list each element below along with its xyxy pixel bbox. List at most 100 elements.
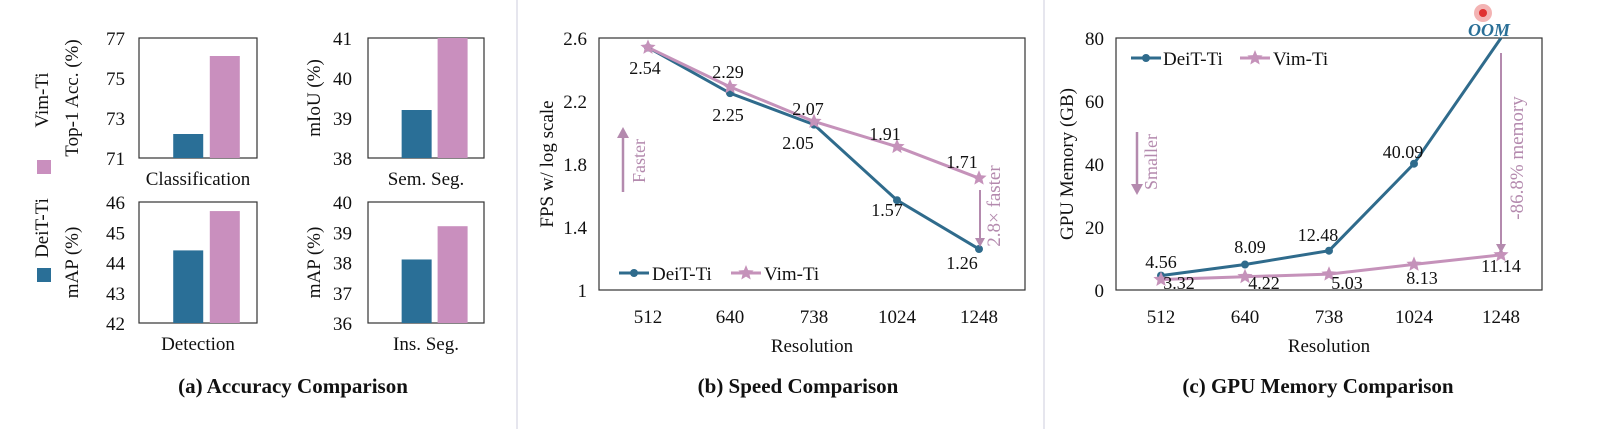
smaller-arrow-head — [1131, 184, 1143, 195]
memory-annotation: -86.8% memory — [1507, 96, 1528, 220]
legend-label-deit: DeiT-Ti — [652, 264, 712, 285]
memory-arrow-head — [1496, 244, 1506, 253]
y-tick-label: 38 — [333, 149, 352, 170]
y-tick-label: 2.6 — [563, 29, 587, 50]
plot-frame — [598, 37, 1026, 291]
x-tick-label: 640 — [716, 307, 745, 328]
data-label-vim-ti: 1.91 — [869, 124, 901, 144]
data-label-deit-ti: 4.56 — [1145, 252, 1177, 272]
point-vim-ti — [640, 39, 656, 54]
ratio-arrow-head — [975, 238, 985, 247]
legend-label-deit: DeiT-Ti — [32, 198, 53, 258]
data-label-deit-ti: 1.26 — [946, 253, 978, 273]
y-axis-label: Top-1 Acc. (%) — [62, 39, 83, 156]
x-tick-label: 640 — [1231, 307, 1260, 328]
point-deit-ti — [893, 196, 901, 205]
y-axis-label: mAP (%) — [62, 227, 83, 299]
y-tick-label: 0 — [1095, 281, 1105, 302]
caption-b: (b) Speed Comparison — [698, 374, 899, 398]
legend-label-vim: Vim-Ti — [764, 264, 819, 285]
y-tick-label: 77 — [106, 29, 125, 50]
x-axis-label: Classification — [146, 169, 251, 190]
y-tick-label: 46 — [106, 193, 125, 214]
x-tick-label: 512 — [634, 307, 663, 328]
data-label-vim-ti: 3.32 — [1163, 273, 1195, 293]
x-axis-label: Resolution — [1288, 336, 1371, 357]
y-tick-label: 40 — [333, 69, 352, 90]
point-vim-ti — [889, 138, 905, 154]
data-label-vim-ti: 8.13 — [1406, 268, 1438, 288]
y-tick-label: 36 — [333, 314, 352, 335]
x-tick-label: 738 — [800, 307, 829, 328]
x-tick-label: 1248 — [960, 307, 998, 328]
legend-swatch-deit — [37, 268, 51, 282]
legend-label-vim: Vim-Ti — [1273, 49, 1328, 70]
legend-label-vim: Vim-Ti — [32, 72, 53, 127]
y-tick-label: 75 — [106, 69, 125, 90]
y-tick-label: 80 — [1085, 29, 1104, 50]
x-tick-label: 738 — [1315, 307, 1344, 328]
y-tick-label: 43 — [106, 284, 125, 305]
legend-marker-vim — [738, 265, 754, 280]
y-tick-label: 1.4 — [563, 218, 587, 239]
y-tick-label: 20 — [1085, 218, 1104, 239]
x-axis-label: Sem. Seg. — [388, 169, 465, 190]
bar-deit-ti — [401, 259, 432, 323]
point-vim-ti — [1321, 266, 1337, 281]
smaller-annotation: Smaller — [1141, 134, 1161, 190]
plot-frame — [1115, 37, 1543, 291]
point-vim-ti — [806, 113, 822, 128]
point-deit-ti — [1325, 246, 1333, 255]
y-axis-label: mAP (%) — [304, 227, 325, 299]
bar-vim-ti — [437, 226, 468, 323]
y-tick-label: 41 — [333, 29, 352, 50]
legend-marker-deit — [630, 269, 638, 277]
y-tick-label: 38 — [333, 254, 352, 275]
x-tick-label: 512 — [1147, 307, 1176, 328]
legend-marker-vim — [1247, 50, 1263, 65]
y-tick-label: 1.8 — [563, 155, 587, 176]
data-label-deit-ti: 2.05 — [782, 133, 814, 153]
faster-arrow-head — [617, 127, 629, 138]
panel-separator-2 — [1043, 0, 1045, 429]
point-deit-ti — [1241, 260, 1249, 269]
bar-deit-ti — [173, 250, 204, 323]
data-label-vim-ti: 1.71 — [946, 152, 978, 172]
legend-label-deit: DeiT-Ti — [1163, 49, 1223, 70]
y-tick-label: 1 — [578, 281, 588, 302]
caption-a: (a) Accuracy Comparison — [178, 374, 408, 398]
data-label-deit-ti: 1.57 — [871, 200, 903, 220]
y-tick-label: 60 — [1085, 92, 1104, 113]
data-label-vim-ti: 2.29 — [712, 62, 744, 82]
y-axis-label: mIoU (%) — [304, 59, 325, 137]
oom-dot — [1479, 9, 1487, 17]
y-axis-label: FPS w/ log scale — [537, 100, 558, 227]
y-axis-label: GPU Memory (GB) — [1057, 88, 1078, 240]
point-deit-ti — [1410, 159, 1418, 168]
point-vim-ti — [1237, 268, 1253, 284]
y-tick-label: 73 — [106, 109, 125, 130]
y-tick-label: 37 — [333, 284, 352, 305]
bar-deit-ti — [173, 134, 204, 158]
x-axis-label: Ins. Seg. — [393, 334, 459, 355]
caption-c: (c) GPU Memory Comparison — [1182, 374, 1454, 398]
point-vim-ti — [1493, 246, 1509, 262]
data-label-vim-ti: 2.07 — [792, 99, 824, 119]
x-axis-label: Detection — [161, 334, 235, 355]
point-vim-ti — [722, 78, 738, 94]
data-label-deit-ti: 8.09 — [1234, 237, 1266, 257]
data-label-vim-ti: 4.22 — [1248, 273, 1280, 293]
data-label-deit-ti: 2.54 — [629, 58, 661, 78]
panel-separator-1 — [516, 0, 518, 429]
bar-vim-ti — [437, 38, 468, 158]
y-tick-label: 44 — [106, 254, 126, 275]
y-tick-label: 71 — [106, 149, 125, 170]
data-label-vim-ti: 11.14 — [1481, 256, 1521, 276]
point-vim-ti — [971, 170, 987, 185]
oom-label: OOM — [1468, 20, 1511, 40]
data-label-deit-ti: 2.25 — [712, 105, 744, 125]
x-axis-label: Resolution — [771, 336, 854, 357]
x-tick-label: 1248 — [1482, 307, 1520, 328]
point-deit-ti — [975, 245, 983, 254]
